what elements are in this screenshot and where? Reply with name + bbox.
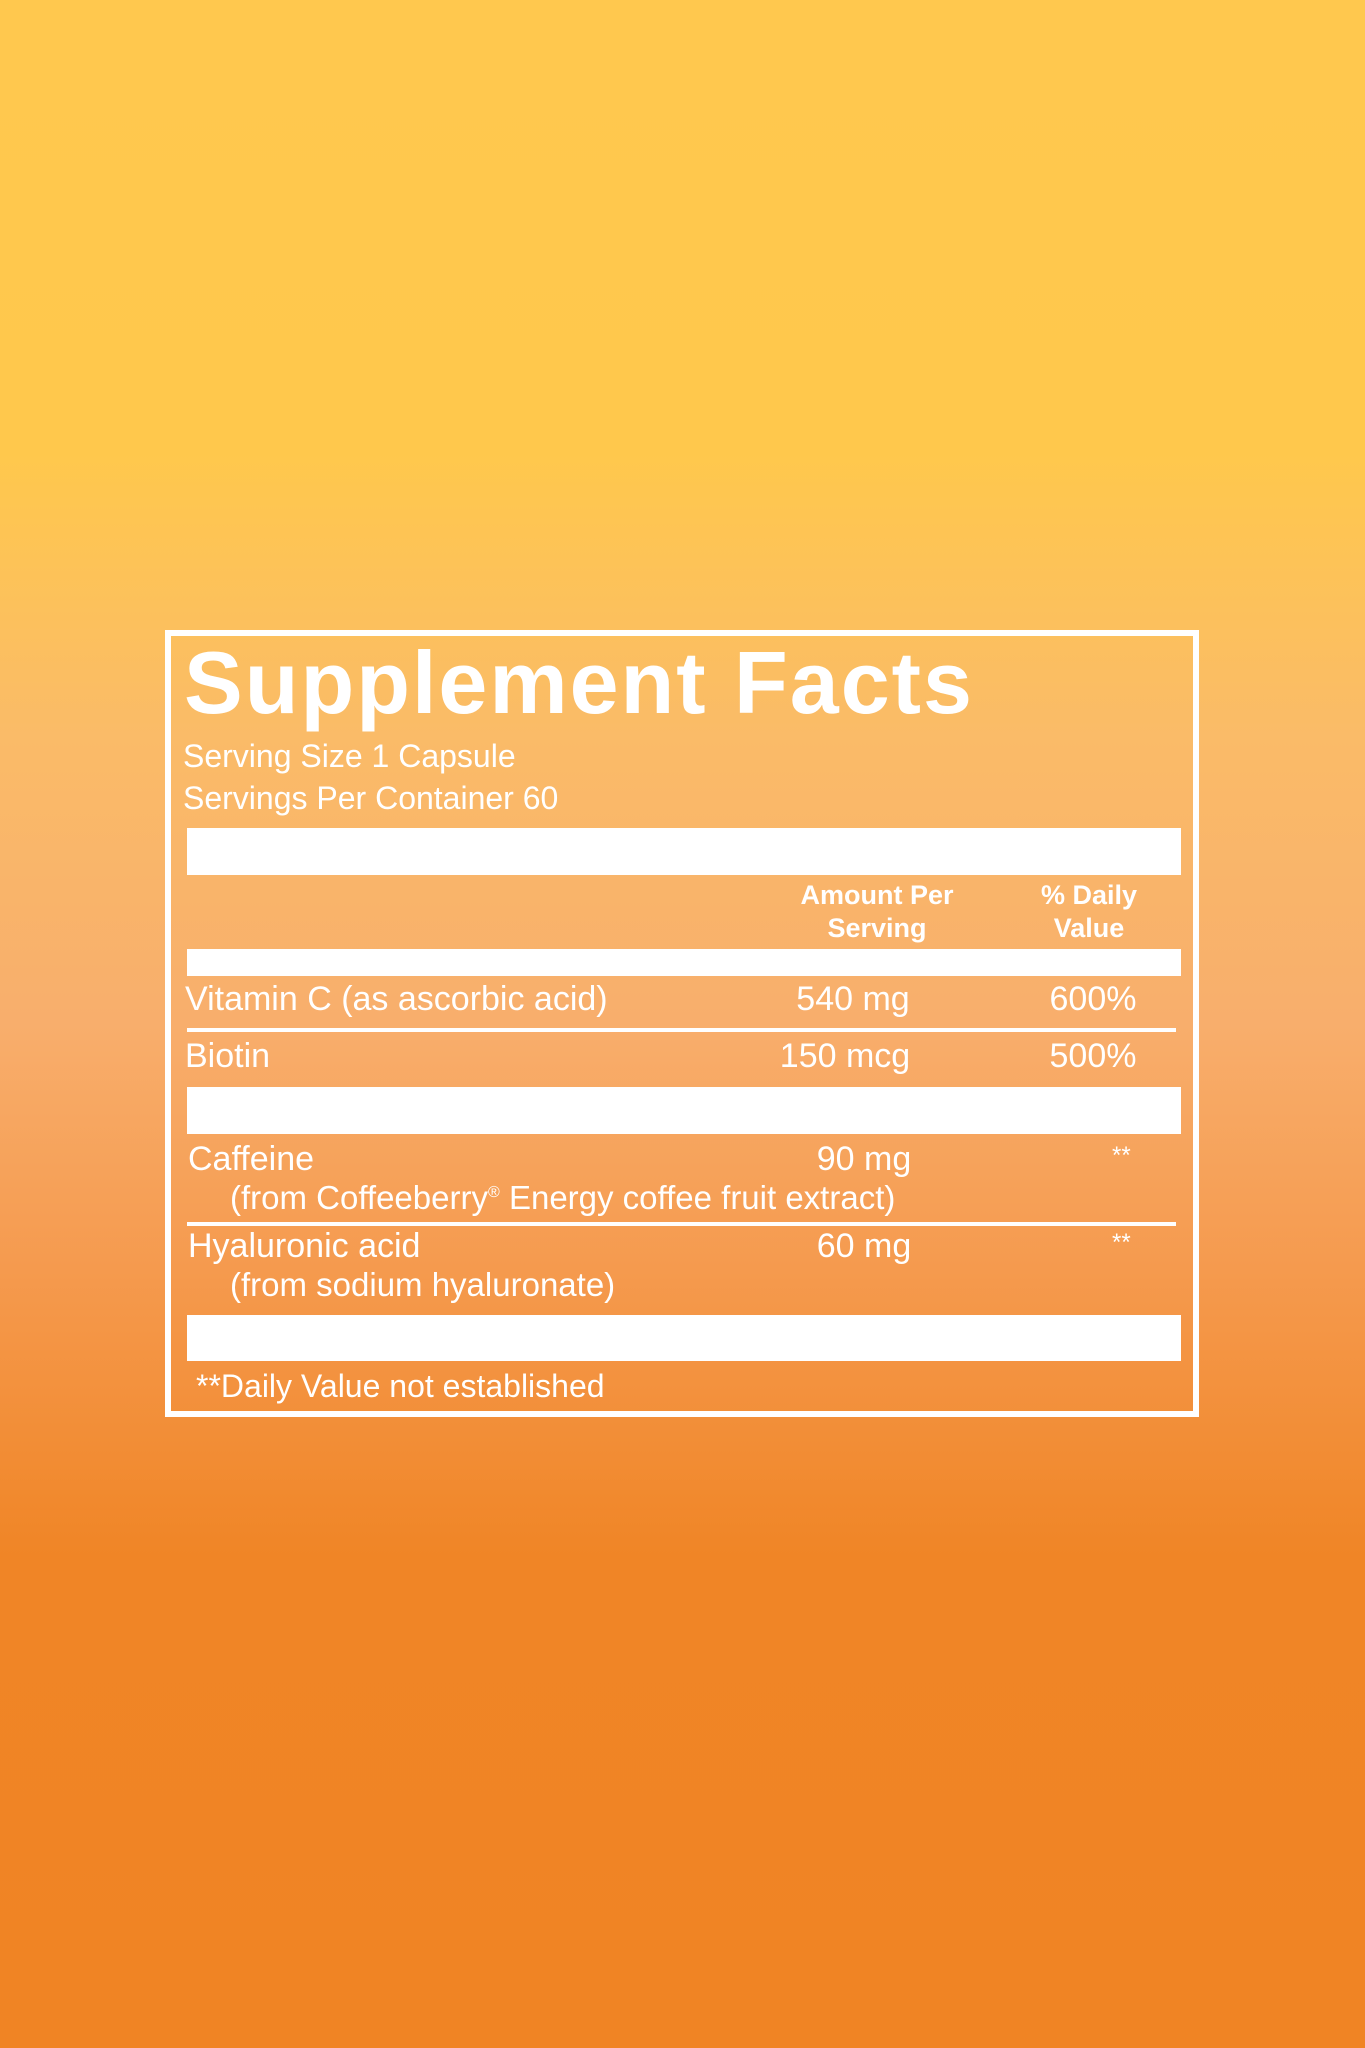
nutrient-source: (from Coffeeberry® Energy coffee fruit e… xyxy=(230,1179,895,1217)
divider-bar xyxy=(187,1087,1181,1134)
amount-per-serving-header: Amount Per Serving xyxy=(800,879,953,945)
row-rule xyxy=(187,1028,1176,1032)
daily-value-header: % Daily Value xyxy=(1041,879,1137,945)
serving-size: Serving Size 1 Capsule xyxy=(183,738,516,774)
nutrient-name: Vitamin C (as ascorbic acid) xyxy=(185,980,608,1018)
nutrient-dv: 500% xyxy=(1049,1037,1137,1075)
nutrient-dv: ** xyxy=(1112,1229,1131,1256)
source-text: Energy coffee fruit extract) xyxy=(499,1179,896,1216)
row-rule xyxy=(187,1222,1176,1226)
nutrient-source: (from sodium hyaluronate) xyxy=(230,1266,616,1303)
supplement-facts-panel xyxy=(165,630,1199,1417)
footnote: **Daily Value not established xyxy=(196,1368,605,1404)
nutrient-amount: 150 mcg xyxy=(779,1037,911,1075)
divider-bar xyxy=(187,949,1181,976)
panel-title: Supplement Facts xyxy=(184,633,974,732)
divider-bar xyxy=(187,1315,1181,1361)
nutrient-amount: 540 mg xyxy=(796,980,910,1018)
nutrient-amount: 90 mg xyxy=(816,1140,912,1178)
nutrient-dv: ** xyxy=(1112,1142,1131,1169)
amount-header-line2: Serving xyxy=(827,913,927,943)
dv-header-line1: % Daily xyxy=(1040,880,1138,910)
divider-bar xyxy=(187,828,1181,875)
source-text: (from Coffeeberry xyxy=(230,1179,488,1216)
servings-per-container: Servings Per Container 60 xyxy=(183,780,559,816)
nutrient-name: Caffeine xyxy=(188,1140,315,1178)
nutrient-amount: 60 mg xyxy=(816,1227,912,1265)
nutrient-name: Biotin xyxy=(185,1037,271,1075)
registered-mark: ® xyxy=(487,1184,500,1201)
nutrient-name: Hyaluronic acid xyxy=(188,1227,421,1265)
amount-header-line1: Amount Per xyxy=(800,880,954,910)
nutrient-dv: 600% xyxy=(1049,980,1137,1018)
dv-header-line2: Value xyxy=(1053,913,1125,943)
